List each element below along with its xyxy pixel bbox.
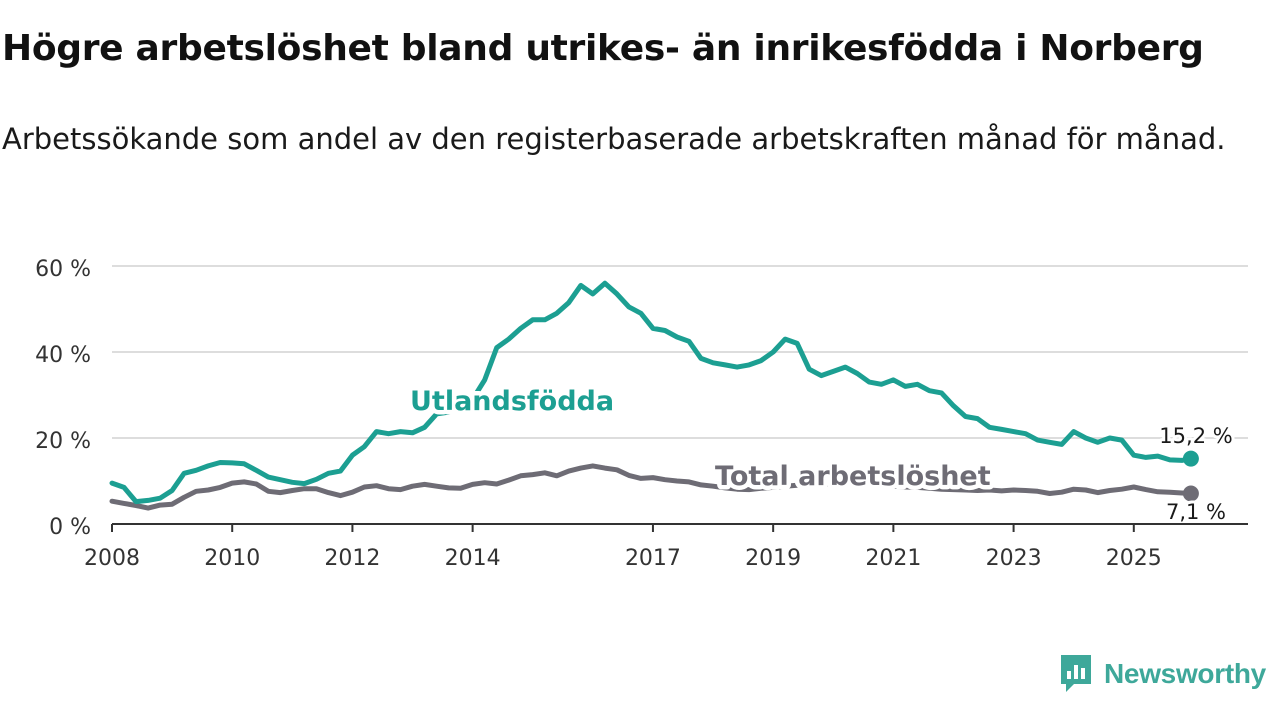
x-tick-label: 2019: [745, 546, 801, 571]
x-tick-label: 2021: [865, 546, 921, 571]
x-tick-label: 2008: [84, 546, 140, 571]
x-tick-label: 2025: [1106, 546, 1162, 571]
newsworthy-logo-icon: [1061, 655, 1091, 692]
series-labels: Utlandsfödda Total arbetslöshet 15,2 % 7,1 …: [406, 382, 1236, 528]
newsworthy-brand[interactable]: Newsworthy: [1058, 652, 1266, 696]
chart-subtitle: Arbetssökande som andel av den registerb…: [2, 122, 1226, 156]
end-label-total: 7,1 %: [1166, 500, 1226, 524]
axes: 0 % 20 % 40 % 60 % 2008 2010 2012 2014 2017 2019 2…: [35, 257, 1248, 571]
y-tick-label: 20 %: [35, 429, 91, 454]
series-label-utlandsfodda: Utlandsfödda: [410, 386, 614, 417]
y-tick-label: 40 %: [35, 343, 91, 368]
y-tick-label: 0 %: [49, 515, 91, 540]
series-end-marker: [1182, 485, 1199, 502]
x-tick-label: 2010: [204, 546, 260, 571]
end-label-utlandsfodda: 15,2 %: [1159, 424, 1232, 448]
x-tick-label: 2012: [324, 546, 380, 571]
gridlines: [112, 265, 1248, 439]
y-tick-label: 60 %: [35, 257, 91, 282]
series-line-utlandsfodda: [109, 280, 1194, 505]
series-end-marker: [1182, 450, 1199, 467]
series-line-total: [109, 463, 1194, 511]
series-label-total: Total arbetslöshet: [715, 461, 991, 492]
x-tick-label: 2014: [445, 546, 501, 571]
x-tick-label: 2017: [625, 546, 681, 571]
brand-name: Newsworthy: [1104, 658, 1266, 689]
series-lines: [109, 280, 1199, 511]
chart-title: Högre arbetslöshet bland utrikes- än inr…: [2, 28, 1204, 69]
x-tick-label: 2023: [986, 546, 1042, 571]
